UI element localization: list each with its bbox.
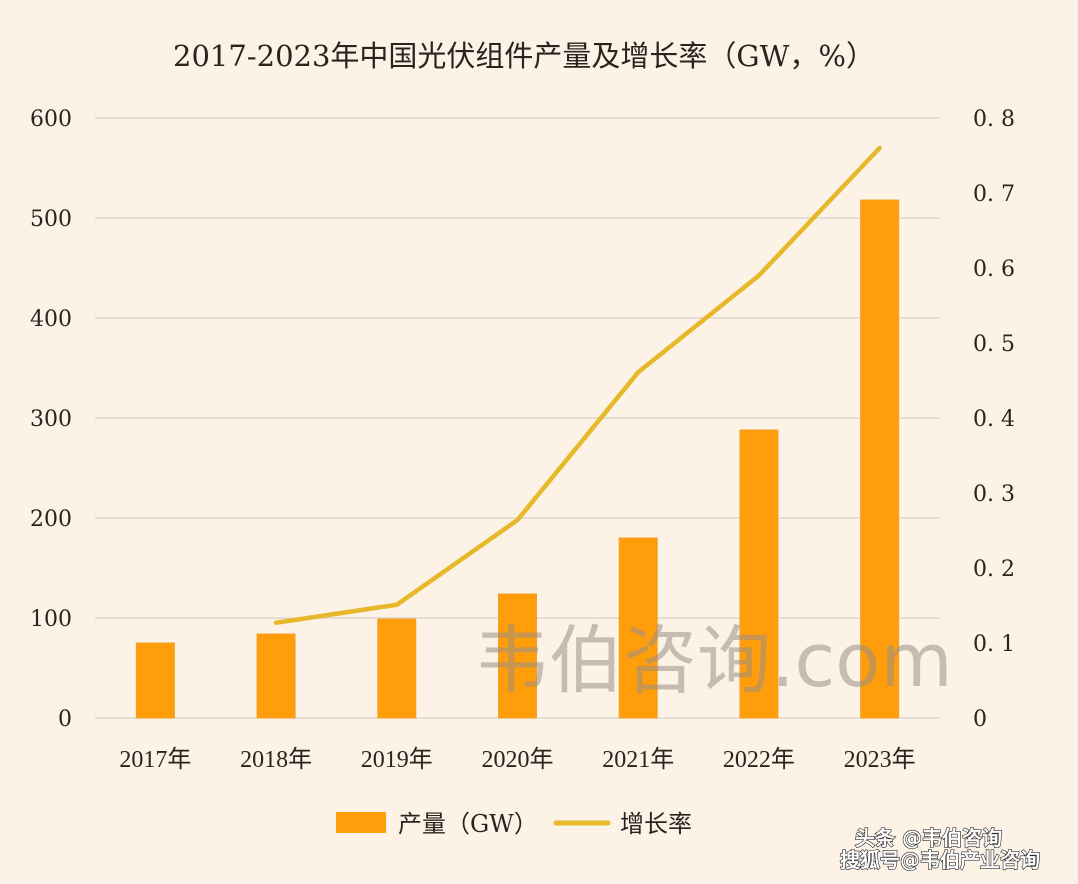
bar-series (135, 199, 900, 719)
bar-2021年 (618, 537, 658, 719)
bar-2020年 (498, 593, 537, 719)
y-left-tick-label: 200 (30, 507, 72, 532)
y-axis-right: 0 0. 1 0. 2 0. 3 0. 4 0. 5 0. 6 0. 7 0. 8 (973, 107, 1015, 732)
bar-2023年 (860, 199, 900, 719)
x-tick-label: 2020年 (482, 746, 554, 773)
footer-line-2: 搜狐号@韦伯产业咨询 (840, 848, 1040, 872)
y-left-tick-label: 0 (58, 707, 72, 732)
legend: 产量（GW） 增长率 (336, 810, 692, 838)
chart-title: 2017-2023年中国光伏组件产量及增长率（GW，%） (173, 39, 875, 73)
y-right-tick-label: 0. 6 (973, 257, 1015, 282)
y-right-tick-label: 0. 1 (973, 632, 1015, 657)
y-right-tick-label: 0. 8 (973, 107, 1015, 132)
y-right-tick-label: 0. 7 (973, 182, 1015, 207)
x-tick-label: 2023年 (844, 746, 916, 773)
bar-2019年 (377, 618, 417, 719)
y-right-tick-label: 0. 2 (973, 557, 1015, 582)
y-left-tick-label: 600 (30, 107, 72, 132)
x-tick-label: 2017年 (119, 746, 191, 773)
bar-2018年 (256, 633, 296, 719)
y-axis-left: 0 100 200 300 400 500 600 (30, 107, 72, 732)
footer-line-1: 头条 @韦伯咨询 (855, 826, 1002, 850)
y-right-tick-label: 0 (973, 707, 987, 732)
y-left-tick-label: 500 (30, 207, 72, 232)
x-axis: 2017年 2018年 2019年 2020年 2021年 2022年 2023年 (119, 746, 915, 773)
x-tick-label: 2019年 (361, 746, 433, 773)
bar-2022年 (739, 429, 779, 719)
bar-2017年 (135, 642, 175, 719)
x-tick-label: 2021年 (602, 746, 674, 773)
legend-bar-label: 产量（GW） (398, 810, 538, 838)
y-right-tick-label: 0. 3 (973, 482, 1015, 507)
x-tick-label: 2018年 (240, 746, 312, 773)
watermark: 韦伯咨询.com (475, 618, 953, 704)
y-left-tick-label: 400 (30, 307, 72, 332)
growth-rate-line (273, 145, 882, 625)
line-series (273, 145, 882, 625)
y-left-tick-label: 300 (30, 407, 72, 432)
y-right-tick-label: 0. 5 (973, 332, 1015, 357)
y-right-tick-label: 0. 4 (973, 407, 1015, 432)
legend-line-label: 增长率 (620, 810, 692, 838)
legend-bar-swatch (336, 812, 386, 833)
x-tick-label: 2022年 (723, 746, 795, 773)
y-left-tick-label: 100 (30, 607, 72, 632)
